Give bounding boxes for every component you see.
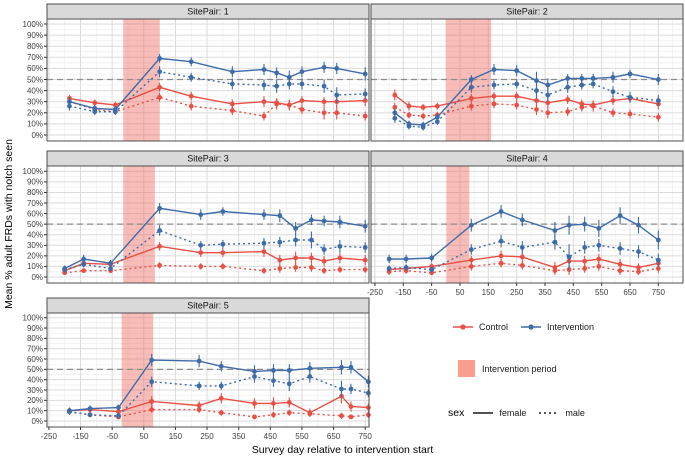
control-legend-label: Control	[479, 322, 509, 332]
facet-panel-sitepair-1: SitePair: 1	[46, 3, 370, 142]
y-tick-label: 80%	[27, 42, 43, 51]
male-legend-key	[538, 408, 560, 418]
y-tick-label: 100%	[23, 314, 43, 323]
y-tick-label: 30%	[27, 98, 43, 107]
x-tick-label: -150	[395, 288, 412, 297]
y-tick-label: 10%	[27, 262, 43, 271]
facet-panel-sitepair-5: SitePair: 5	[46, 297, 371, 428]
legend-sex: sex female male	[448, 407, 597, 419]
y-tick-label: 80%	[27, 334, 43, 343]
facet-panel-sitepair-4: SitePair: 4	[370, 150, 684, 284]
legend-series: Control Intervention	[452, 322, 606, 332]
facet-strip	[46, 150, 370, 167]
y-tick-label: 60%	[27, 355, 43, 364]
facet-strip	[46, 297, 370, 314]
x-tick-label: -50	[106, 432, 118, 441]
x-tick-label: 350	[538, 288, 552, 297]
x-tick-label: 150	[482, 288, 496, 297]
facet-strip	[370, 150, 684, 167]
y-tick-label: 70%	[27, 199, 43, 208]
x-tick-label: 650	[327, 432, 341, 441]
x-tick-label: 750	[359, 432, 373, 441]
female-legend-label: female	[499, 408, 527, 418]
x-tick-label: 50	[456, 288, 465, 297]
facet-panel-sitepair-3: SitePair: 3	[46, 150, 370, 284]
y-axis-title: Mean % adult FRDs with notch seen	[3, 139, 15, 309]
x-tick-label: 550	[295, 432, 309, 441]
series-intervention_female	[62, 203, 368, 272]
female-legend-key	[472, 408, 494, 418]
x-axis-title: Survey day relative to intervention star…	[251, 444, 434, 456]
y-tick-label: 20%	[27, 396, 43, 405]
facet-panel-sitepair-2: SitePair: 2	[370, 3, 684, 142]
x-tick-label: 150	[169, 432, 183, 441]
series-intervention_female	[67, 53, 368, 113]
y-tick-label: 70%	[27, 53, 43, 62]
y-tick-label: 90%	[27, 31, 43, 40]
y-tick-label: 50%	[27, 75, 43, 84]
y-tick-label: 30%	[27, 241, 43, 250]
sex-legend-title: sex	[448, 407, 465, 419]
x-tick-label: 450	[567, 288, 581, 297]
y-tick-label: 80%	[27, 188, 43, 197]
y-tick-label: 30%	[27, 386, 43, 395]
x-tick-label: 250	[510, 288, 524, 297]
control-legend-key	[452, 322, 474, 332]
intervention-period-shading	[446, 166, 470, 283]
series-intervention_female	[392, 63, 661, 129]
y-tick-label: 100%	[23, 20, 43, 29]
x-tick-label: -150	[73, 432, 90, 441]
y-tick-label: 0%	[31, 273, 43, 282]
facet-strip-label: SitePair: 2	[506, 7, 548, 17]
y-tick-label: 90%	[27, 324, 43, 333]
y-tick-label: 60%	[27, 209, 43, 218]
x-tick-label: 650	[623, 288, 637, 297]
y-tick-label: 100%	[23, 167, 43, 176]
y-tick-label: 10%	[27, 120, 43, 129]
facet-strip-label: SitePair: 4	[506, 154, 548, 164]
y-tick-label: 40%	[27, 231, 43, 240]
y-tick-label: 0%	[31, 417, 43, 426]
legend-intervention-period: Intervention period	[458, 360, 569, 377]
y-tick-label: 20%	[27, 109, 43, 118]
x-tick-label: 350	[232, 432, 246, 441]
series-intervention_female	[67, 353, 371, 414]
y-tick-label: 40%	[27, 375, 43, 384]
y-tick-label: 50%	[27, 220, 43, 229]
x-tick-label: 550	[595, 288, 609, 297]
intervention-period-label: Intervention period	[482, 363, 557, 374]
y-tick-label: 50%	[27, 365, 43, 374]
series-intervention_female	[386, 205, 661, 264]
facet-strip	[370, 3, 684, 20]
x-tick-label: -250	[367, 288, 384, 297]
x-tick-label: -250	[41, 432, 58, 441]
y-tick-label: 20%	[27, 252, 43, 261]
facet-strip-label: SitePair: 1	[187, 7, 229, 17]
series-control_female	[392, 89, 661, 111]
x-tick-label: 450	[264, 432, 278, 441]
facet-strip-label: SitePair: 3	[187, 154, 229, 164]
y-tick-label: 90%	[27, 178, 43, 187]
y-tick-label: 40%	[27, 86, 43, 95]
intervention-legend-label: Intervention	[547, 322, 595, 332]
y-tick-label: 70%	[27, 344, 43, 353]
x-tick-label: 50	[139, 432, 148, 441]
facet-strip-label: SitePair: 5	[187, 301, 229, 311]
male-legend-label: male	[565, 408, 585, 418]
series-intervention_male	[386, 234, 661, 273]
intervention-period-swatch	[458, 360, 475, 377]
y-tick-label: 60%	[27, 64, 43, 73]
y-tick-label: 10%	[27, 406, 43, 415]
intervention-legend-key	[520, 322, 542, 332]
x-tick-label: -50	[426, 288, 438, 297]
y-tick-label: 0%	[31, 131, 43, 140]
facet-strip	[46, 3, 370, 20]
x-tick-label: 750	[652, 288, 666, 297]
x-tick-label: 250	[200, 432, 214, 441]
